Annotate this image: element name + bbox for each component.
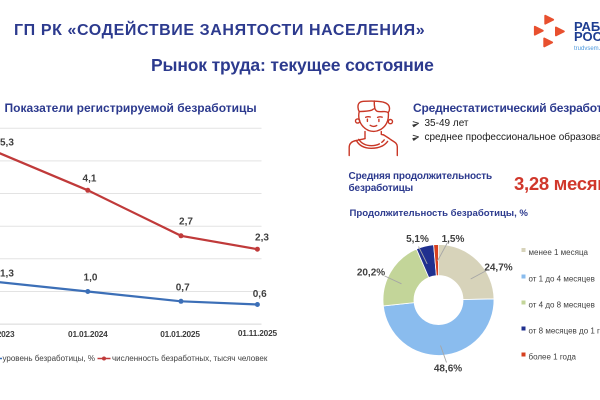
svg-text:более 1 года: более 1 года	[529, 353, 577, 362]
svg-text:численность безработных, тысяч: численность безработных, тысяч человек	[112, 354, 268, 363]
svg-text:1,0: 1,0	[84, 273, 98, 284]
svg-text:20,2%: 20,2%	[357, 268, 385, 279]
svg-text:0,6: 0,6	[253, 289, 267, 300]
svg-text:01.01.2024: 01.01.2024	[68, 329, 108, 339]
svg-text:2,7: 2,7	[179, 217, 193, 228]
svg-text:5,3: 5,3	[0, 138, 14, 149]
svg-text:от 1 до 4 месяцев: от 1 до 4 месяцев	[529, 275, 595, 284]
svg-text:48,6%: 48,6%	[434, 364, 462, 375]
svg-text:уровень безработицы, %: уровень безработицы, %	[3, 354, 95, 363]
svg-text:4,1: 4,1	[83, 174, 97, 185]
svg-text:5,1%: 5,1%	[406, 234, 429, 245]
svg-text:менее 1 месяца: менее 1 месяца	[529, 248, 589, 257]
svg-text:1,5%: 1,5%	[442, 234, 465, 245]
svg-text:от 4 до 8 месяцев: от 4 до 8 месяцев	[529, 301, 595, 310]
svg-text:2,3: 2,3	[255, 233, 269, 244]
svg-text:01.01.2025: 01.01.2025	[160, 329, 200, 339]
svg-text:от 8 месяцев до 1 года: от 8 месяцев до 1 года	[529, 327, 600, 336]
svg-text:1,3: 1,3	[0, 269, 14, 280]
svg-text:01.01.2023: 01.01.2023	[0, 329, 15, 339]
svg-text:24,7%: 24,7%	[484, 263, 512, 274]
svg-text:0,7: 0,7	[176, 283, 190, 294]
svg-text:01.11.2025: 01.11.2025	[238, 328, 278, 338]
